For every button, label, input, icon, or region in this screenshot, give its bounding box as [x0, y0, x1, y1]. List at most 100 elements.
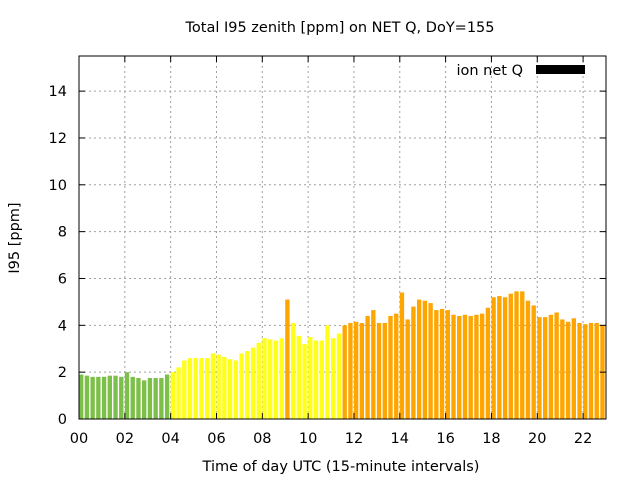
x-tick-label: 22	[574, 431, 592, 447]
bar	[388, 315, 393, 419]
bar	[205, 358, 210, 419]
bar	[256, 342, 261, 419]
bar	[560, 319, 565, 419]
legend-label: ion net Q	[456, 63, 523, 79]
bar	[296, 335, 302, 419]
bar	[502, 297, 508, 419]
bar	[101, 376, 107, 419]
bar	[439, 308, 445, 419]
bar	[445, 310, 450, 419]
bar	[96, 376, 101, 419]
axes	[78, 55, 607, 420]
y-tick-label: 14	[49, 84, 67, 100]
bar	[164, 374, 170, 419]
x-tick-label: 10	[299, 431, 317, 447]
bar	[348, 322, 353, 419]
bar	[359, 322, 365, 419]
legend-swatch	[536, 65, 585, 74]
bar	[485, 307, 491, 419]
bar	[531, 305, 536, 419]
bar	[491, 297, 496, 419]
bar	[451, 314, 456, 419]
bar	[468, 315, 473, 419]
y-tick-label: 10	[49, 178, 67, 194]
bar	[273, 340, 279, 419]
bar	[245, 351, 250, 419]
bar	[428, 303, 433, 419]
y-tick-labels: 0 2 4 6 8 10 12 14	[49, 84, 67, 428]
bar	[422, 300, 428, 419]
bar	[136, 378, 141, 419]
bar	[411, 306, 416, 419]
bar	[353, 321, 359, 419]
bar	[233, 360, 239, 419]
x-tick-label: 18	[482, 431, 500, 447]
bar	[262, 338, 267, 419]
bar	[302, 344, 307, 419]
x-tick-label: 06	[207, 431, 225, 447]
bar	[142, 380, 147, 419]
bar	[308, 337, 313, 419]
x-tick-labels: 00 02 04 06 08 10 12 14 16 18 20 22	[70, 431, 593, 447]
x-tick-label: 04	[161, 431, 179, 447]
bar	[508, 293, 513, 419]
bar	[565, 321, 571, 419]
bar	[222, 356, 227, 419]
bar	[434, 310, 439, 419]
y-axis-label: I95 [ppm]	[7, 202, 23, 273]
x-tick-label: 16	[436, 431, 454, 447]
bar	[548, 314, 554, 419]
bar	[382, 322, 387, 419]
x-axis-label: Time of day UTC (15-minute intervals)	[202, 459, 480, 475]
bar	[107, 375, 112, 419]
bar	[216, 354, 221, 419]
bar	[514, 291, 519, 419]
bar	[279, 338, 284, 419]
x-tick-label: 08	[253, 431, 271, 447]
bar	[159, 378, 164, 419]
bar	[399, 292, 405, 419]
bar	[210, 353, 216, 419]
x-tick-label: 12	[345, 431, 363, 447]
bar	[520, 291, 525, 419]
bar	[147, 378, 153, 419]
bar	[525, 300, 531, 419]
bar	[416, 299, 422, 419]
bar	[474, 314, 479, 419]
bar	[250, 347, 256, 419]
bar	[588, 322, 594, 419]
bar	[537, 317, 542, 419]
bar	[405, 319, 410, 419]
bar	[594, 322, 599, 419]
bar	[84, 375, 90, 419]
bar	[113, 375, 118, 419]
bar	[394, 313, 399, 419]
y-tick-label: 2	[58, 365, 67, 381]
bar	[342, 325, 347, 419]
bar	[119, 376, 124, 419]
bar	[227, 359, 233, 419]
y-tick-label: 0	[58, 412, 67, 428]
bar	[365, 315, 370, 419]
bar	[153, 378, 158, 419]
bar	[583, 324, 588, 419]
bar	[285, 299, 290, 419]
bar	[462, 314, 468, 419]
bar	[187, 358, 193, 419]
y-tick-label: 6	[58, 271, 67, 287]
bar	[325, 325, 330, 419]
x-tick-label: 20	[528, 431, 546, 447]
bar	[331, 338, 336, 419]
bar	[268, 339, 273, 419]
bar	[170, 372, 176, 419]
bar	[336, 333, 342, 419]
bar	[319, 340, 324, 419]
bar	[239, 353, 244, 419]
bar	[193, 358, 198, 419]
bar	[542, 317, 548, 419]
bar	[371, 310, 376, 419]
bar	[457, 315, 462, 419]
bar	[124, 372, 130, 419]
bar	[176, 367, 181, 419]
